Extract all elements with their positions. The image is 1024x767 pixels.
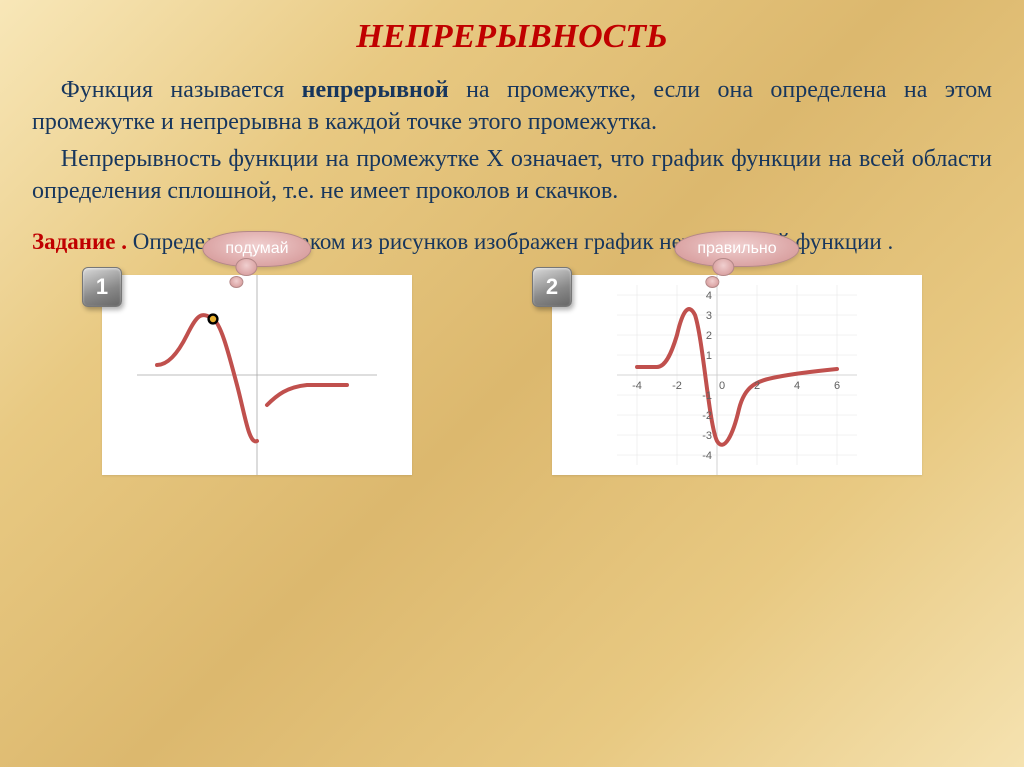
title-text: НЕПРЕРЫВНОСТЬ [356, 18, 667, 55]
body-text: Функция называется непрерывной на промеж… [32, 74, 992, 208]
badge-1: 1 [82, 267, 122, 307]
svg-text:4: 4 [794, 380, 800, 392]
slide-content: НЕПРЕРЫВНОСТЬ Функция называется непреры… [0, 0, 1024, 480]
svg-text:-4: -4 [632, 380, 642, 392]
charts-row: подумай 1 правильно 2 -4-20246-4-3-2-112… [32, 275, 992, 480]
task-block: Задание . Определите, на каком из рисунк… [32, 226, 992, 257]
svg-text:-4: -4 [702, 450, 712, 462]
svg-text:-3: -3 [702, 430, 712, 442]
svg-text:0: 0 [719, 380, 725, 392]
page-title: НЕПРЕРЫВНОСТЬ [32, 18, 992, 56]
p1-part-a: Функция называется [61, 77, 302, 103]
svg-text:2: 2 [754, 380, 760, 392]
task-label: Задание . [32, 229, 127, 254]
svg-text:-2: -2 [702, 410, 712, 422]
cloud-think: подумай [202, 231, 311, 267]
p1-bold: непрерывной [302, 77, 449, 103]
svg-text:-1: -1 [702, 390, 712, 402]
chart-2-svg: -4 -2 0 2 4 6 -4 -3 -2 -1 1 2 3 4 [552, 275, 922, 475]
chart-block-2: правильно 2 -4-20246-4-3-2-11234 [552, 275, 922, 480]
paragraph-2: Непрерывность функции на промежутке X оз… [32, 143, 992, 208]
badge-2: 2 [532, 267, 572, 307]
chart-block-1: подумай 1 [102, 275, 412, 480]
chart-1-svg [102, 275, 412, 475]
cloud-correct: правильно [674, 231, 799, 267]
svg-text:2: 2 [706, 330, 712, 342]
svg-text:-2: -2 [672, 380, 682, 392]
svg-text:3: 3 [706, 310, 712, 322]
svg-text:4: 4 [706, 290, 712, 302]
svg-text:6: 6 [834, 380, 840, 392]
paragraph-1: Функция называется непрерывной на промеж… [32, 74, 992, 139]
svg-text:1: 1 [706, 350, 712, 362]
